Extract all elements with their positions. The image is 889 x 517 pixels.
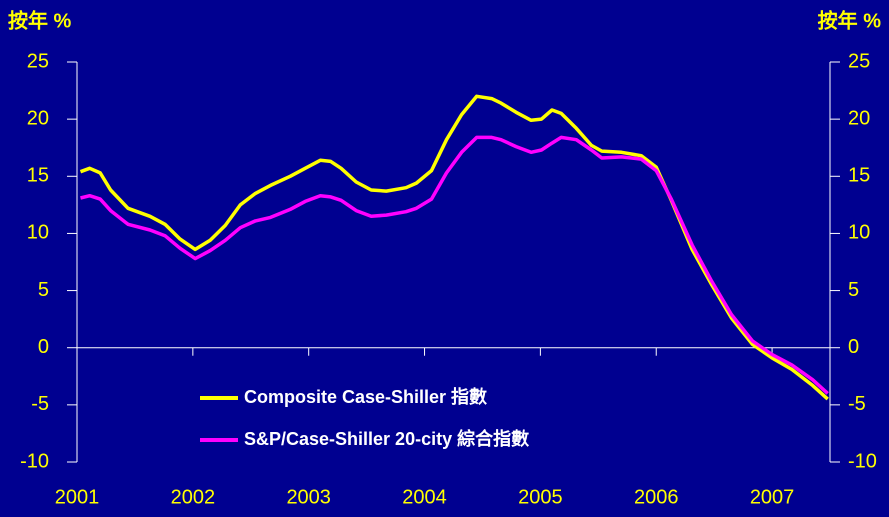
y-tick-label: -5	[31, 393, 49, 415]
x-tick-label: 2007	[750, 486, 795, 508]
y-tick-label: 15	[27, 165, 49, 187]
x-tick-label: 2006	[634, 486, 679, 508]
series-line	[80, 135, 829, 395]
y2-tick-label: 10	[848, 222, 870, 244]
y2-tick-label: 25	[848, 50, 870, 72]
y2-axis-label: 按年 %	[818, 8, 882, 32]
y-tick-label: 20	[27, 107, 49, 129]
y2-tick-label: 15	[848, 165, 870, 187]
y2-tick-label: -10	[848, 450, 877, 472]
y-tick-label: 10	[27, 222, 49, 244]
x-tick-label: 2003	[286, 486, 331, 508]
y-tick-label: 0	[38, 336, 49, 358]
y2-tick-label: 20	[848, 107, 870, 129]
y2-tick-label: 0	[848, 336, 859, 358]
x-tick-label: 2002	[171, 486, 216, 508]
y-axis-label: 按年 %	[8, 8, 72, 32]
x-tick-label: 2005	[518, 486, 563, 508]
y-tick-label: 25	[27, 50, 49, 72]
y2-tick-label: 5	[848, 279, 859, 301]
y-tick-label: -10	[20, 450, 49, 472]
x-tick-label: 2001	[55, 486, 100, 508]
legend-label: Composite Case-Shiller 指數	[244, 386, 487, 407]
y-tick-label: 5	[38, 279, 49, 301]
x-tick-label: 2004	[402, 486, 447, 508]
legend-label: S&P/Case-Shiller 20-city 綜合指數	[244, 428, 529, 449]
y2-tick-label: -5	[848, 393, 866, 415]
